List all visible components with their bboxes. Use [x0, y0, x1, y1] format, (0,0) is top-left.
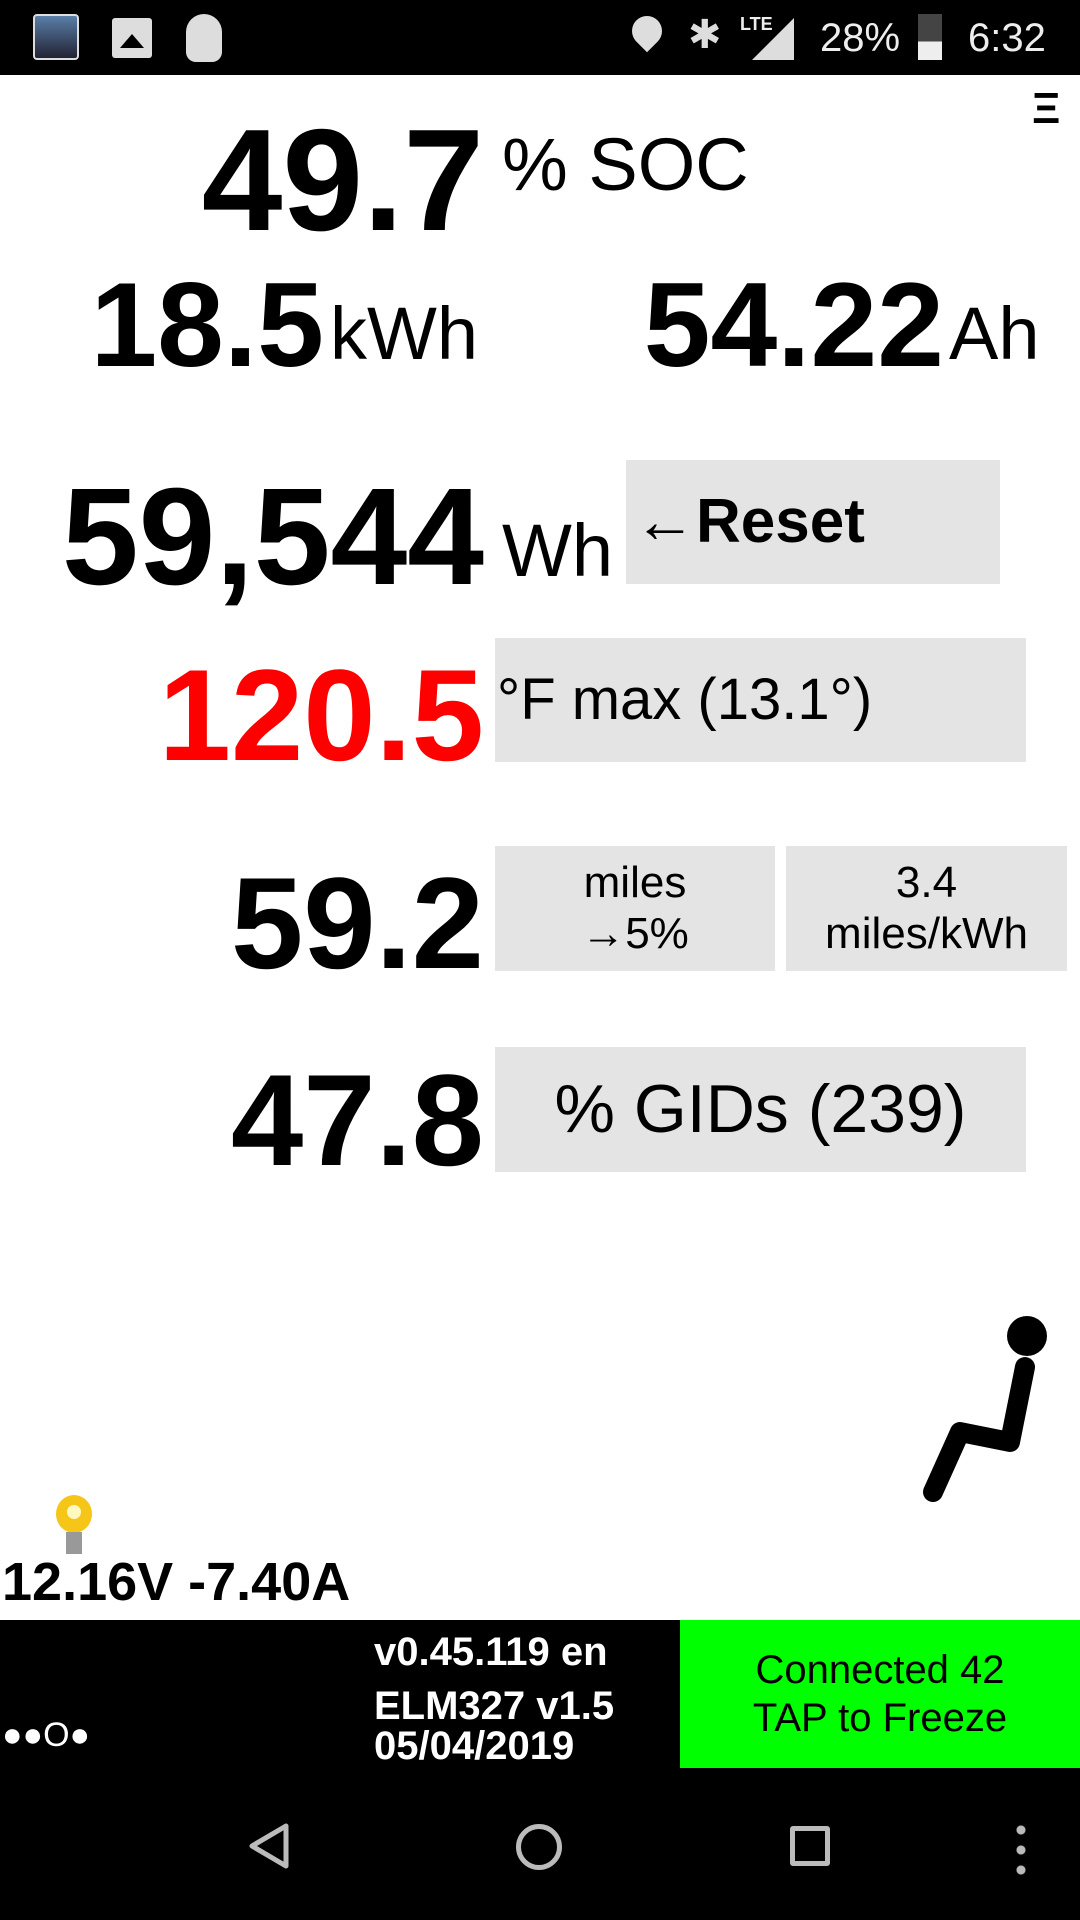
bluetooth-icon: ✱ [688, 13, 722, 57]
reset-button[interactable]: ←Reset [626, 460, 1000, 584]
efficiency-button[interactable]: 3.4 miles/kWh [786, 846, 1067, 971]
adapter-version: ELM327 v1.5 [374, 1684, 615, 1728]
location-icon [625, 9, 669, 53]
efficiency-value: 3.4 [895, 857, 958, 907]
more-options-icon[interactable] [1016, 1820, 1026, 1876]
aux-battery-readout: 12.16V -7.40A [2, 1552, 351, 1612]
back-icon[interactable] [246, 1822, 290, 1870]
temp-button[interactable]: °F max (13.1°) [495, 638, 1026, 762]
efficiency-unit: miles/kWh [825, 908, 1028, 958]
reset-label: ←Reset [634, 487, 865, 557]
soc-value: 49.7 [201, 99, 484, 261]
gids-label: % GIDs (239) [554, 1071, 967, 1148]
clock: 6:32 [968, 16, 1046, 60]
gids-value: 47.8 [230, 1047, 484, 1193]
plug-icon [186, 14, 222, 62]
version-info: v0.45.119 en ELM327 v1.5 05/04/2019 [374, 1632, 614, 1766]
status-bar: ✱ LTE 28% 6:32 [0, 0, 1080, 75]
range-value: 59.2 [230, 850, 484, 996]
app-version: v0.45.119 en [374, 1630, 608, 1674]
energy-value: 18.5 [90, 258, 324, 392]
lightbulb-icon [56, 1495, 92, 1554]
battery-percent: 28% [820, 16, 901, 60]
capacity-unit: Ah [949, 292, 1040, 375]
signal-icon [752, 18, 794, 60]
range-unit: miles [583, 857, 687, 907]
soc-unit: % SOC [502, 123, 749, 206]
gids-button[interactable]: % GIDs (239) [495, 1047, 1026, 1172]
wh-value: 59,544 [61, 460, 484, 614]
activity-dots: ●●O● [2, 1716, 91, 1754]
date-label: 05/04/2019 [374, 1724, 575, 1768]
range-reserve: →5% [581, 908, 689, 958]
recents-icon[interactable] [790, 1826, 830, 1866]
image-icon [112, 18, 152, 58]
capacity-value: 54.22 [643, 258, 944, 392]
freeze-hint: TAP to Freeze [752, 1696, 1008, 1740]
wh-unit: Wh [502, 509, 613, 592]
connection-status: Connected 42 [755, 1648, 1005, 1692]
home-icon[interactable] [516, 1824, 562, 1870]
seat-occupant-icon[interactable] [915, 1312, 1050, 1502]
footer-bar: ●●O● v0.45.119 en ELM327 v1.5 05/04/2019… [0, 1620, 1080, 1770]
temp-label: °F max (13.1°) [497, 666, 873, 732]
leafspy-app-icon [33, 14, 79, 60]
navigation-bar [0, 1770, 1080, 1920]
menu-icon[interactable]: Ξ [1032, 84, 1061, 133]
battery-icon [918, 14, 942, 60]
range-button[interactable]: miles →5% [495, 846, 775, 971]
connection-freeze-button[interactable]: Connected 42 TAP to Freeze [680, 1620, 1080, 1768]
energy-unit: kWh [330, 292, 478, 375]
temp-value: 120.5 [158, 642, 484, 788]
